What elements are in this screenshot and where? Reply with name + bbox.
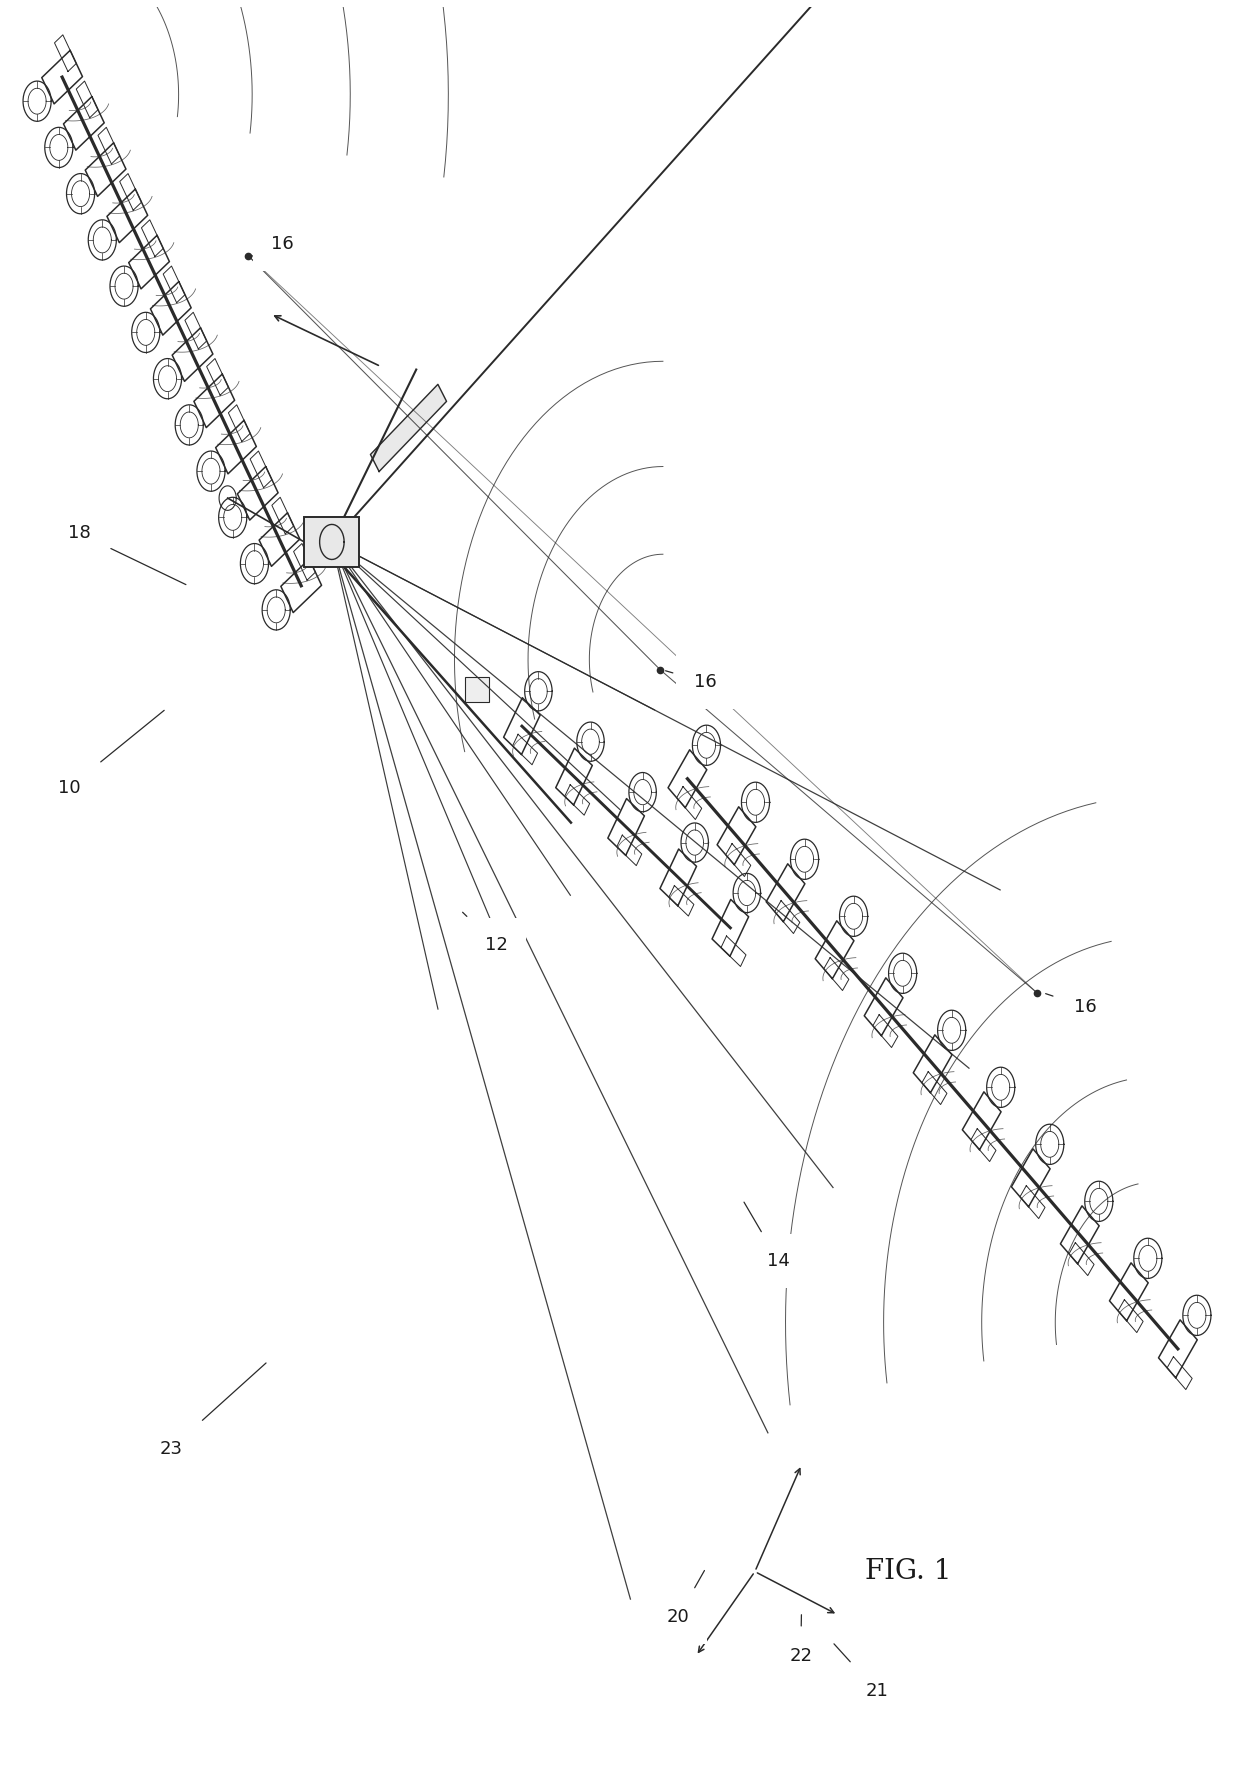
Text: 16: 16 <box>252 235 294 256</box>
Text: 14: 14 <box>744 1202 790 1269</box>
Text: 23: 23 <box>159 1363 267 1459</box>
Text: 20: 20 <box>667 1570 704 1627</box>
Bar <box>465 677 490 702</box>
Bar <box>304 518 360 566</box>
Text: 22: 22 <box>789 1614 812 1665</box>
Text: 16: 16 <box>666 670 717 691</box>
Polygon shape <box>371 384 446 472</box>
Text: 12: 12 <box>463 912 508 955</box>
Text: 18: 18 <box>67 523 186 585</box>
Text: FIG. 1: FIG. 1 <box>864 1558 951 1586</box>
Text: 16: 16 <box>1045 994 1096 1017</box>
Text: 21: 21 <box>835 1644 888 1699</box>
Text: 10: 10 <box>58 711 164 797</box>
